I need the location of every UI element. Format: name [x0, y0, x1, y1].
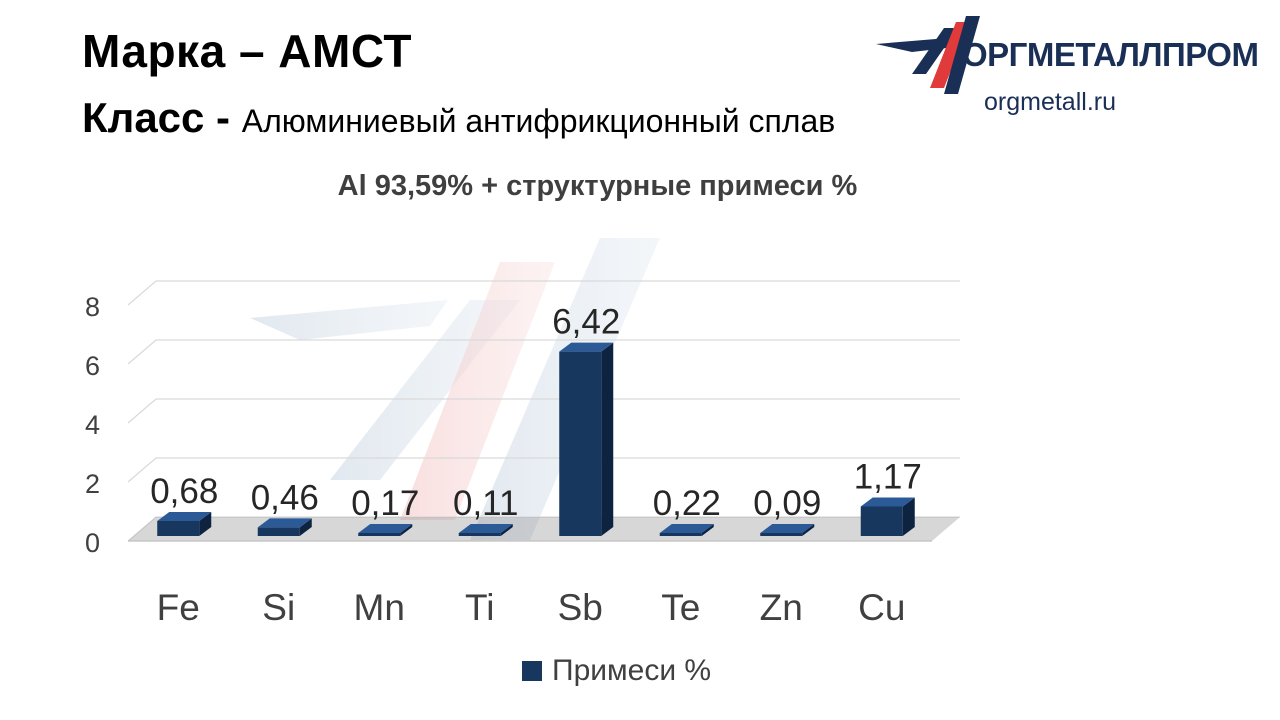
bar-top: [157, 511, 212, 521]
bar-front: [458, 533, 501, 536]
bar: [257, 518, 312, 536]
y-tick-label: 8: [85, 292, 100, 322]
bar-top: [860, 497, 915, 507]
data-label: 0,11: [453, 484, 519, 523]
bar: [358, 524, 413, 536]
bar-top: [458, 524, 513, 533]
bar-side: [199, 511, 212, 536]
legend-label: Примеси %: [552, 654, 712, 687]
y-tick-label: 6: [85, 351, 100, 381]
gridline: [127, 457, 960, 483]
bar-top: [559, 342, 614, 352]
x-tick-label: Sb: [558, 587, 603, 628]
grid-lines: [127, 280, 960, 542]
bar: [860, 497, 915, 536]
bars: [157, 342, 915, 536]
data-label: 0,68: [150, 472, 218, 511]
x-axis-ticks: Fe Si Mn Ti Sb Te Zn Cu: [157, 587, 906, 628]
bar-top: [659, 524, 714, 533]
data-label: 0,09: [753, 484, 821, 523]
bar-front: [358, 533, 401, 536]
y-axis-ticks: 0 2 4 6 8: [85, 292, 100, 558]
bar-front: [760, 533, 803, 536]
y-tick-label: 4: [85, 410, 100, 440]
gridline: [127, 280, 960, 306]
x-tick-label: Zn: [760, 587, 803, 628]
bar: [760, 524, 815, 536]
x-tick-label: Ti: [465, 587, 494, 628]
bar-top: [358, 524, 413, 533]
bar-side: [299, 518, 312, 536]
bar: [559, 342, 614, 536]
alloy-class: Класс - Алюминиевый антифрикционный спла…: [82, 94, 835, 142]
y-tick-label: 2: [85, 469, 100, 499]
bar-side: [500, 524, 513, 536]
page-title: Марка – АМСТ: [82, 25, 413, 77]
bar-side: [601, 342, 614, 536]
bar-front: [257, 527, 300, 536]
bar-side: [802, 524, 815, 536]
bar-front: [860, 506, 903, 536]
chart-legend: Примеси %: [522, 654, 711, 688]
y-tick-label: 0: [85, 528, 100, 558]
bar: [157, 511, 212, 536]
data-label: 0,17: [351, 484, 419, 523]
logo-name: ОРГМЕТАЛЛПРОМ: [962, 36, 1259, 73]
bar-side: [902, 497, 915, 536]
bar: [659, 524, 714, 536]
bar-chart: 0 2 4 6 8 0,68 0,46 0,17 0,11 6,42 0,22 0,09 1,17 F…: [85, 238, 960, 628]
orgmetallprom-logo-icon: [876, 16, 980, 94]
x-tick-label: Fe: [157, 587, 200, 628]
x-tick-label: Si: [262, 587, 295, 628]
data-label: 0,46: [251, 478, 319, 517]
gridline: [127, 516, 960, 542]
data-label: 6,42: [552, 303, 620, 342]
data-labels: 0,68 0,46 0,17 0,11 6,42 0,22 0,09 1,17: [150, 303, 922, 523]
bar-front: [157, 520, 200, 536]
chart-title: Al 93,59% + структурные примеси %: [337, 170, 858, 202]
bar-side: [400, 524, 413, 536]
bar-side: [701, 524, 714, 536]
bar: [458, 524, 513, 536]
x-tick-label: Te: [661, 587, 700, 628]
logo-url[interactable]: orgmetall.ru: [984, 88, 1116, 116]
bar-top: [760, 524, 815, 533]
class-value: Алюминиевый антифрикционный сплав: [241, 103, 836, 139]
gridline: [127, 339, 960, 365]
bar-front: [659, 533, 702, 536]
x-tick-label: Cu: [858, 587, 905, 628]
bar-front: [559, 351, 602, 536]
x-tick-label: Mn: [354, 587, 405, 628]
data-label: 0,22: [653, 484, 721, 523]
gridline: [127, 398, 960, 424]
data-label: 1,17: [854, 457, 922, 496]
bar-top: [257, 518, 312, 528]
class-label: Класс -: [82, 94, 242, 141]
chart-floor: [128, 517, 960, 541]
legend-swatch: [522, 661, 542, 681]
